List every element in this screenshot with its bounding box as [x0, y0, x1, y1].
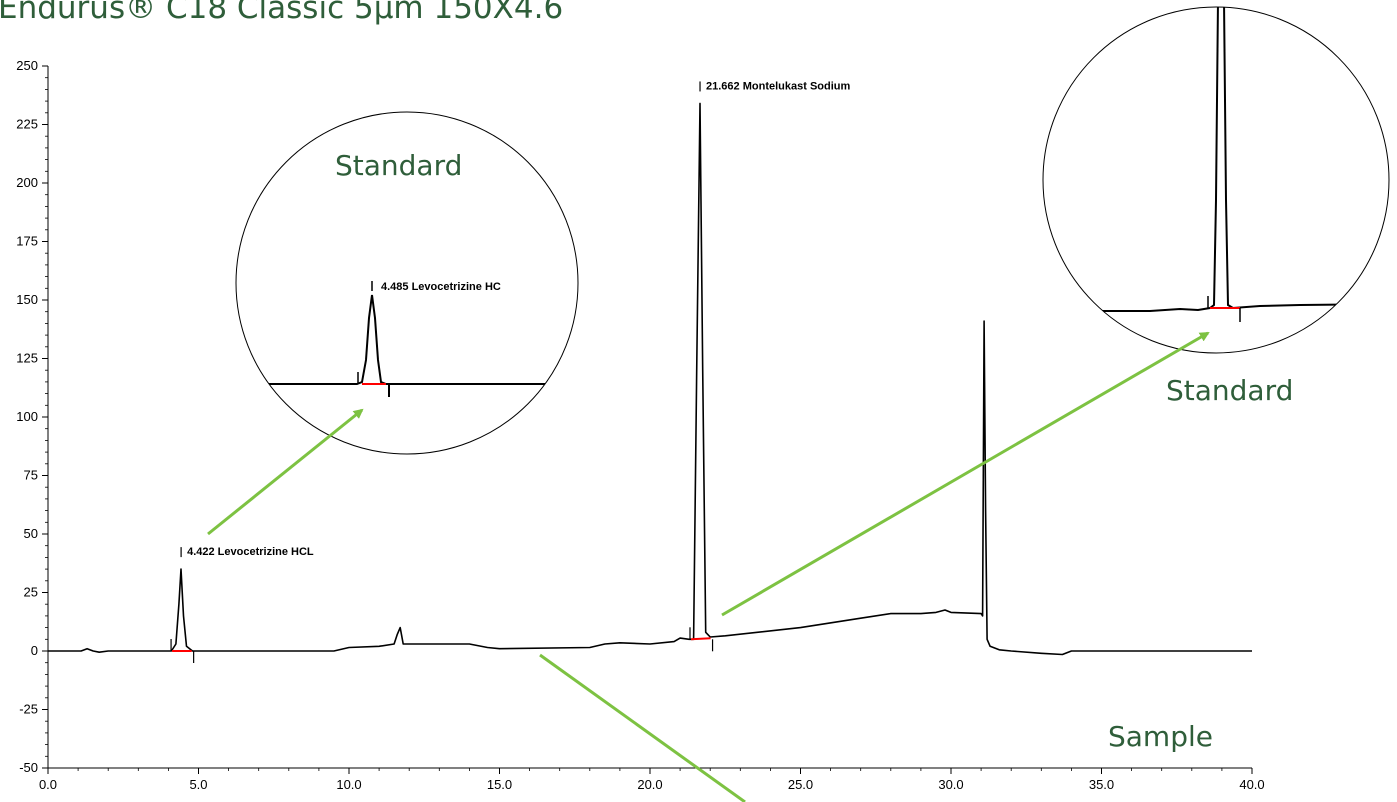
arrow-to-sample	[539, 653, 746, 802]
chromatogram-trace-layer	[48, 102, 1252, 656]
x-tick-label: 30.0	[938, 777, 963, 792]
peak-labels: 4.422 Levocetrizine HCL 21.662 Montelukas…	[170, 80, 851, 663]
right-zoom-inset	[1042, 6, 1390, 354]
y-tick-label: 250	[16, 58, 38, 73]
y-tick-label: 100	[16, 409, 38, 424]
x-axis-ticks: 0.0 5.0 10.0 15.0 20.0 25.0 30.0 35.0 40.0	[39, 768, 1265, 792]
arrow-to-right-zoom	[721, 331, 1210, 617]
x-tick-label: 15.0	[487, 777, 512, 792]
x-tick-label: 35.0	[1089, 777, 1114, 792]
y-tick-label: -25	[19, 702, 38, 717]
y-tick-label: -50	[19, 760, 38, 775]
chromatogram-trace	[48, 102, 1252, 656]
left-zoom-peak-label: 4.485 Levocetrizine HC	[381, 281, 501, 293]
x-tick-label: 0.0	[39, 777, 57, 792]
sample-label: Sample	[1108, 720, 1213, 753]
right-standard-label: Standard	[1166, 374, 1293, 407]
y-tick-label: 200	[16, 175, 38, 190]
y-tick-label: 75	[24, 468, 38, 483]
left-zoom-content: 4.485 Levocetrizine HC	[236, 281, 578, 397]
y-tick-label: 175	[16, 234, 38, 249]
y-tick-label: 125	[16, 351, 38, 366]
arrow-to-left-zoom	[207, 408, 364, 536]
x-tick-label: 40.0	[1239, 777, 1264, 792]
right-zoom-content	[1100, 7, 1389, 322]
y-tick-label: 150	[16, 292, 38, 307]
y-tick-label: 25	[24, 585, 38, 600]
x-tick-label: 10.0	[336, 777, 361, 792]
peak-label: 4.422 Levocetrizine HCL	[187, 546, 314, 558]
y-tick-label: 0	[31, 643, 38, 658]
x-tick-label: 5.0	[189, 777, 207, 792]
left-zoom-standard-label: Standard	[335, 149, 462, 182]
right-zoom-trace	[1100, 7, 1389, 312]
chart-title: Endurus® C18 Classic 5µm 150X4.6	[0, 0, 563, 26]
peak-label: 21.662 Montelukast Sodium	[706, 80, 850, 92]
y-tick-label: 225	[16, 117, 38, 132]
peak-baseline-marker	[690, 637, 711, 641]
left-zoom-inset: 4.485 Levocetrizine HC Standard	[235, 111, 579, 455]
left-zoom-trace	[236, 294, 578, 385]
left-zoom-circle	[235, 111, 579, 455]
x-tick-label: 25.0	[788, 777, 813, 792]
x-tick-label: 20.0	[637, 777, 662, 792]
y-tick-label: 50	[24, 526, 38, 541]
